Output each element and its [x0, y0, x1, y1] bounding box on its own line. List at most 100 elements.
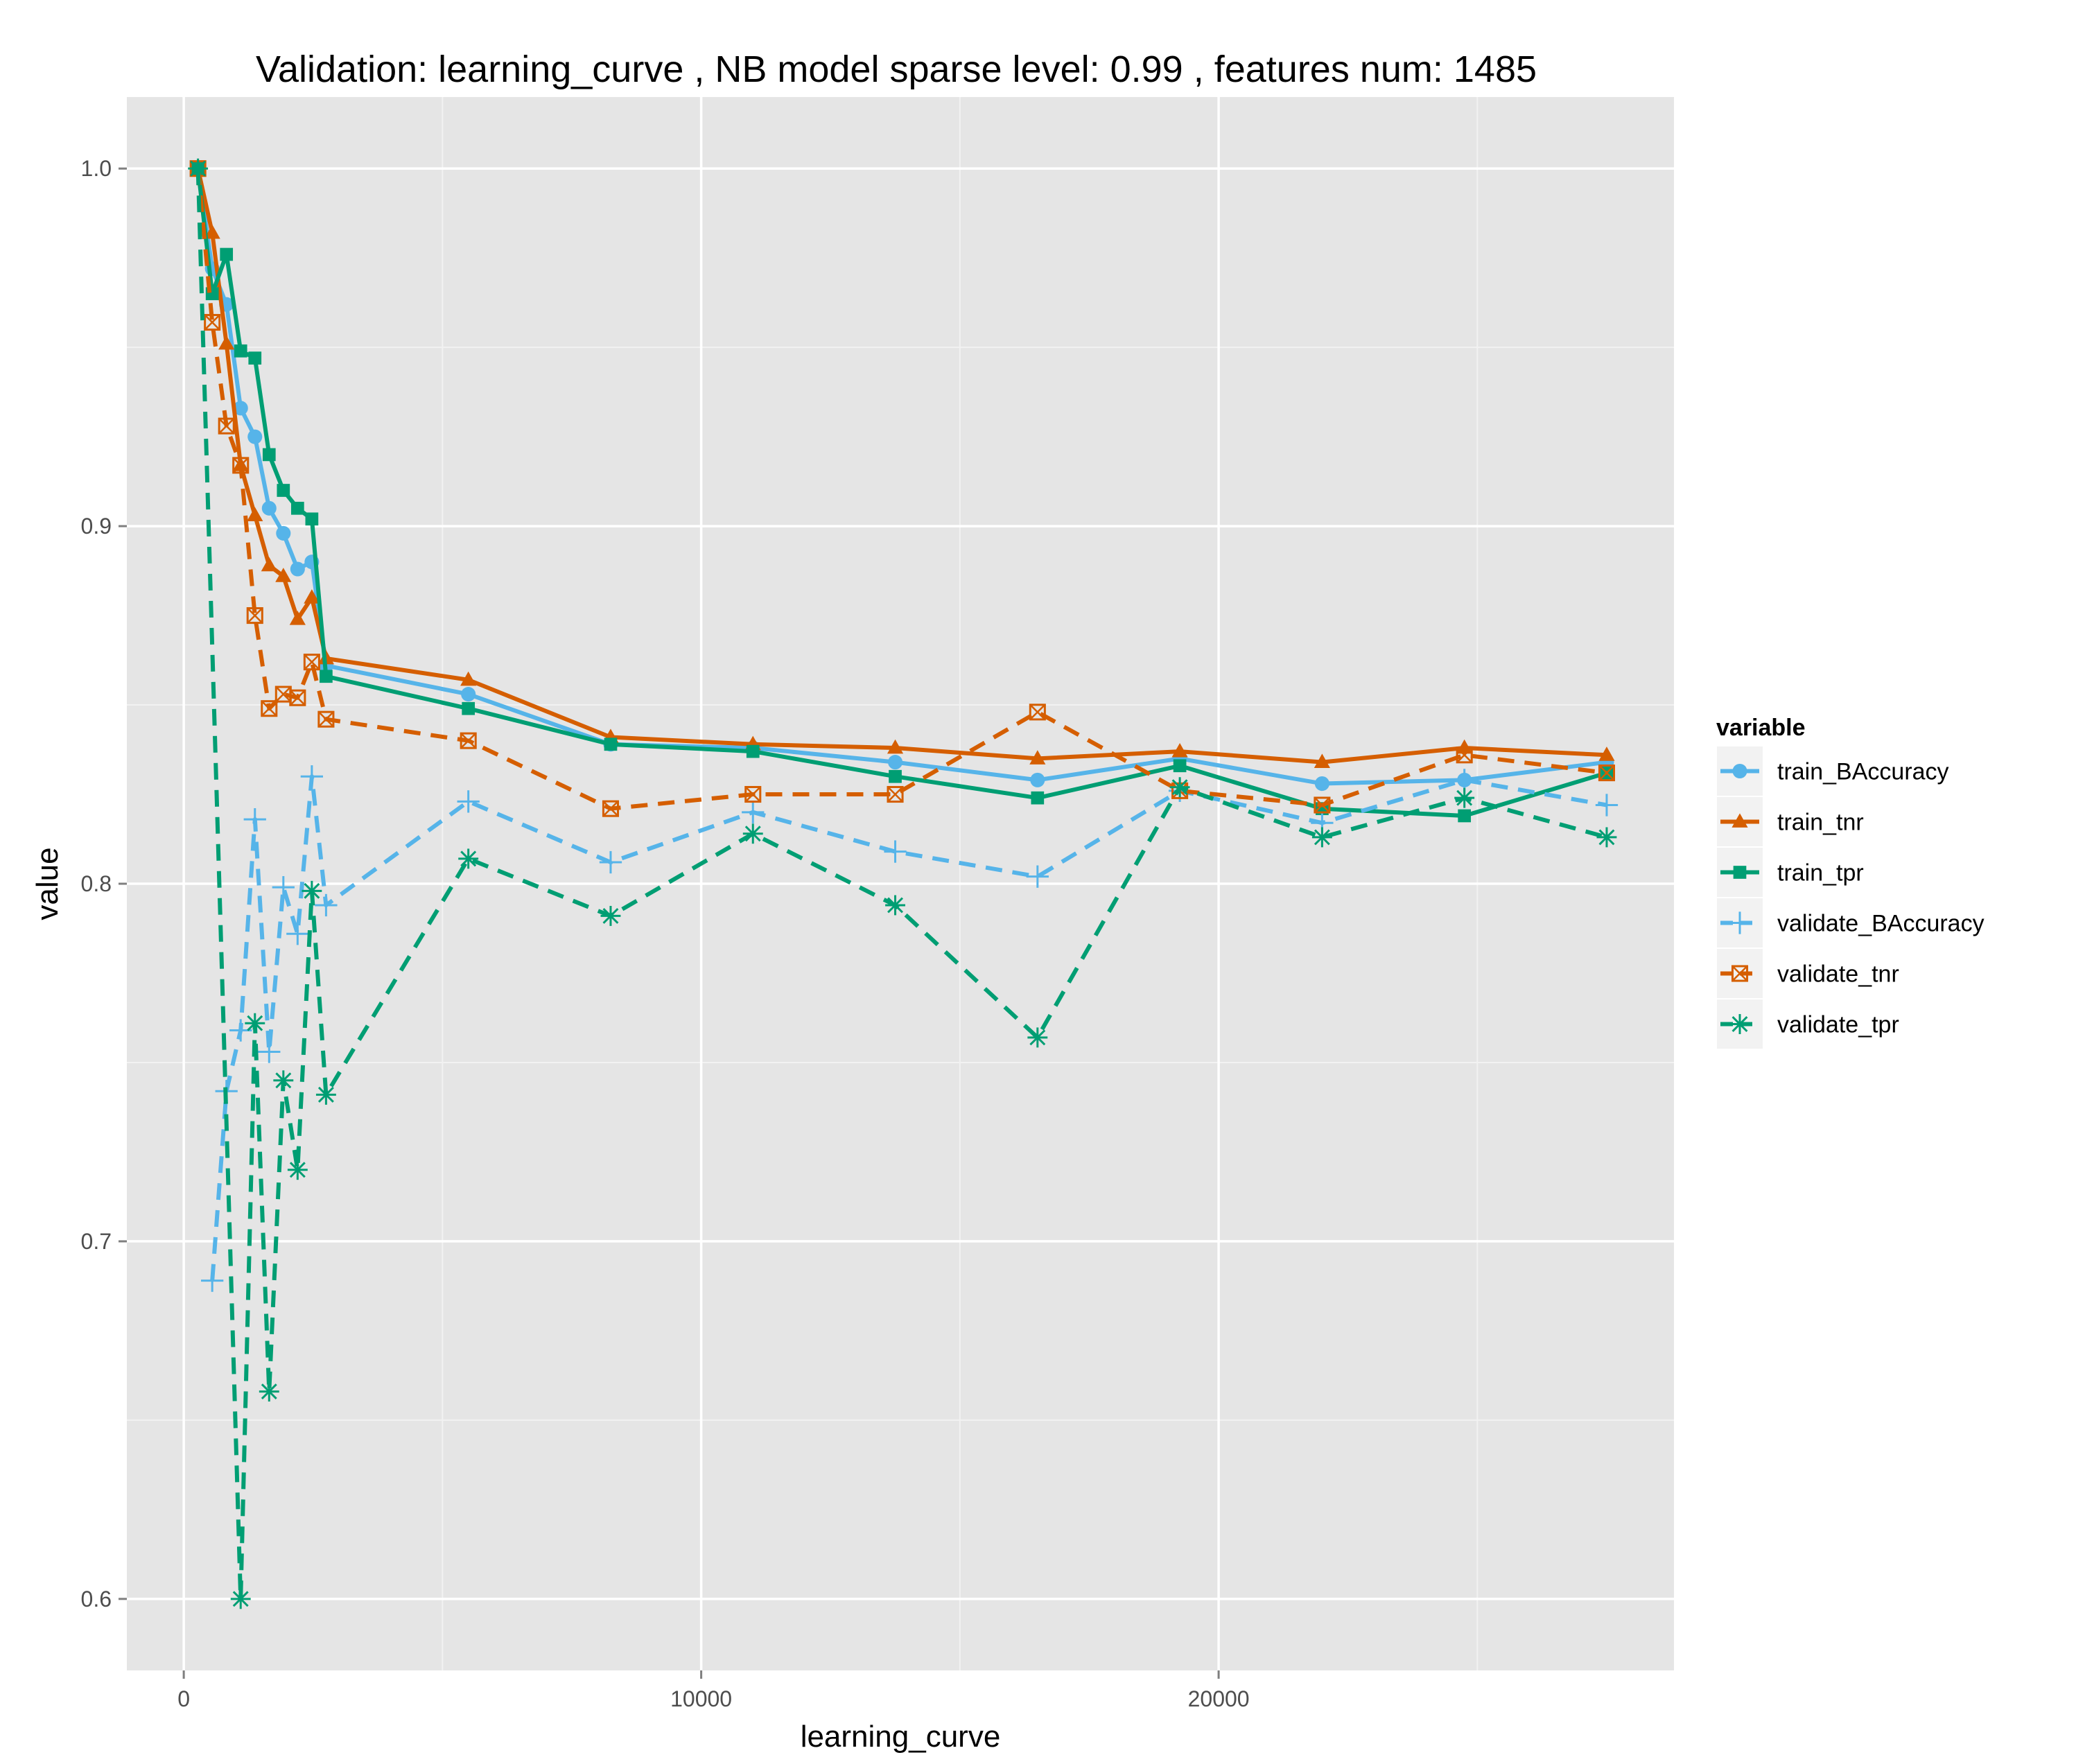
data-point-validate-tpr	[742, 823, 763, 844]
data-point-train-baccuracy	[887, 755, 903, 770]
data-point-train-baccuracy	[276, 525, 291, 541]
data-point-validate-tnr	[1029, 704, 1046, 721]
data-point-train-tnr	[1029, 750, 1046, 765]
data-point-train-tnr	[247, 507, 263, 522]
data-point-validate-baccuracy	[315, 893, 338, 917]
series-line-validate-baccuracy	[210, 774, 1607, 1281]
data-point-train-tnr	[204, 224, 220, 239]
data-point-train-tpr	[262, 448, 276, 462]
legend-label: train_tpr	[1777, 860, 1864, 887]
data-point-train-tpr	[462, 701, 476, 715]
data-point-validate-tnr	[232, 457, 250, 474]
y-tick-label: 0.8	[81, 871, 112, 896]
data-point-train-tpr	[220, 247, 234, 261]
data-point-validate-tnr	[303, 654, 320, 671]
data-point-validate-baccuracy	[599, 850, 622, 874]
legend-entry-train-baccuracy: train_BAccuracy	[1716, 745, 1949, 797]
y-tick-label: 0.9	[81, 514, 112, 539]
legend-entry-train-tnr: train_tnr	[1716, 796, 1864, 848]
legend-key-marker	[1728, 911, 1752, 934]
data-point-validate-tnr	[602, 800, 620, 817]
data-point-train-tnr	[218, 335, 235, 350]
data-point-train-baccuracy	[290, 561, 305, 577]
legend-key-marker	[1732, 813, 1748, 828]
data-point-train-tpr	[248, 351, 262, 365]
series-line-validate-tpr	[195, 168, 1607, 1601]
data-point-validate-baccuracy	[742, 801, 765, 823]
data-point-train-baccuracy	[1030, 772, 1045, 787]
x-tick-label: 20000	[1188, 1686, 1250, 1711]
series-layer	[188, 158, 1619, 1609]
y-tick-label: 1.0	[81, 156, 112, 181]
data-point-train-tnr	[1314, 753, 1330, 769]
data-point-validate-baccuracy	[1595, 794, 1619, 816]
legend-key-marker	[1733, 866, 1747, 879]
legend-key-marker	[1732, 763, 1747, 779]
data-point-validate-tnr	[317, 710, 335, 728]
legend-entry-validate-tpr: validate_tpr	[1716, 998, 1899, 1050]
data-point-validate-tnr	[218, 417, 235, 435]
data-point-train-tpr	[746, 744, 760, 758]
legend-label: validate_tpr	[1777, 1012, 1899, 1038]
data-point-train-tnr	[1171, 742, 1188, 758]
legend-entry-validate-baccuracy: validate_BAccuracy	[1716, 897, 1985, 949]
legend-entry-train-tpr: train_tpr	[1716, 846, 1864, 898]
data-point-train-tpr	[277, 484, 290, 497]
data-point-validate-tpr	[302, 880, 322, 901]
data-point-train-tnr	[887, 739, 904, 754]
data-point-train-tpr	[889, 769, 902, 783]
data-point-train-baccuracy	[461, 687, 476, 702]
data-point-train-tnr	[289, 611, 306, 625]
legend-key-marker	[1729, 1014, 1750, 1034]
data-point-validate-tnr	[887, 785, 904, 803]
data-point-validate-tnr	[246, 607, 263, 625]
data-point-validate-tnr	[460, 732, 477, 749]
data-point-validate-tnr	[744, 785, 762, 803]
data-point-validate-tnr	[204, 313, 221, 331]
data-point-validate-baccuracy	[258, 1040, 281, 1063]
data-point-train-tpr	[604, 737, 618, 751]
data-point-validate-baccuracy	[300, 765, 324, 788]
y-tick-label: 0.7	[81, 1229, 112, 1254]
data-point-validate-baccuracy	[272, 876, 295, 899]
data-point-validate-baccuracy	[286, 923, 309, 945]
legend-key-marker	[1731, 965, 1749, 982]
legend-label: train_tnr	[1777, 810, 1864, 836]
data-point-validate-tpr	[885, 895, 905, 916]
data-point-train-baccuracy	[247, 429, 263, 444]
data-point-validate-baccuracy	[884, 840, 907, 863]
data-point-validate-baccuracy	[1453, 769, 1476, 792]
data-point-train-tpr	[1173, 759, 1187, 773]
data-point-train-tnr	[304, 589, 320, 604]
data-point-validate-tpr	[315, 1084, 336, 1105]
data-point-validate-tpr	[458, 848, 479, 869]
data-point-validate-tnr	[1456, 746, 1473, 764]
y-tick-label: 0.6	[81, 1587, 112, 1612]
legend: variable train_BAccuracy train_tnr train_t…	[1716, 715, 1985, 1050]
grid-major	[127, 97, 1674, 1670]
data-point-train-baccuracy	[261, 500, 277, 516]
data-point-validate-tpr	[1169, 777, 1190, 798]
data-point-validate-baccuracy	[457, 790, 480, 813]
legend-label: validate_tnr	[1777, 961, 1899, 988]
data-point-train-baccuracy	[233, 401, 248, 416]
x-tick-label: 0	[177, 1686, 190, 1711]
data-point-train-tpr	[320, 670, 333, 683]
legend-entry-validate-tnr: validate_tnr	[1716, 948, 1899, 999]
data-point-validate-tnr	[1598, 765, 1615, 782]
legend-title: variable	[1716, 715, 1806, 741]
data-point-validate-tnr	[289, 689, 306, 706]
data-point-train-tnr	[1598, 746, 1615, 761]
data-point-train-tpr	[1458, 809, 1472, 823]
chart-title: Validation: learning_curve , NB model sp…	[256, 49, 1537, 90]
data-point-validate-tnr	[1314, 796, 1331, 814]
data-point-validate-baccuracy	[1026, 865, 1049, 888]
data-point-validate-tpr	[1311, 827, 1332, 848]
data-point-validate-tpr	[600, 905, 621, 926]
data-point-validate-tpr	[1596, 827, 1617, 848]
data-point-validate-baccuracy	[243, 807, 266, 831]
data-point-train-tpr	[305, 512, 319, 526]
series-validate-tpr	[188, 158, 1617, 1609]
data-point-validate-tpr	[230, 1589, 251, 1609]
